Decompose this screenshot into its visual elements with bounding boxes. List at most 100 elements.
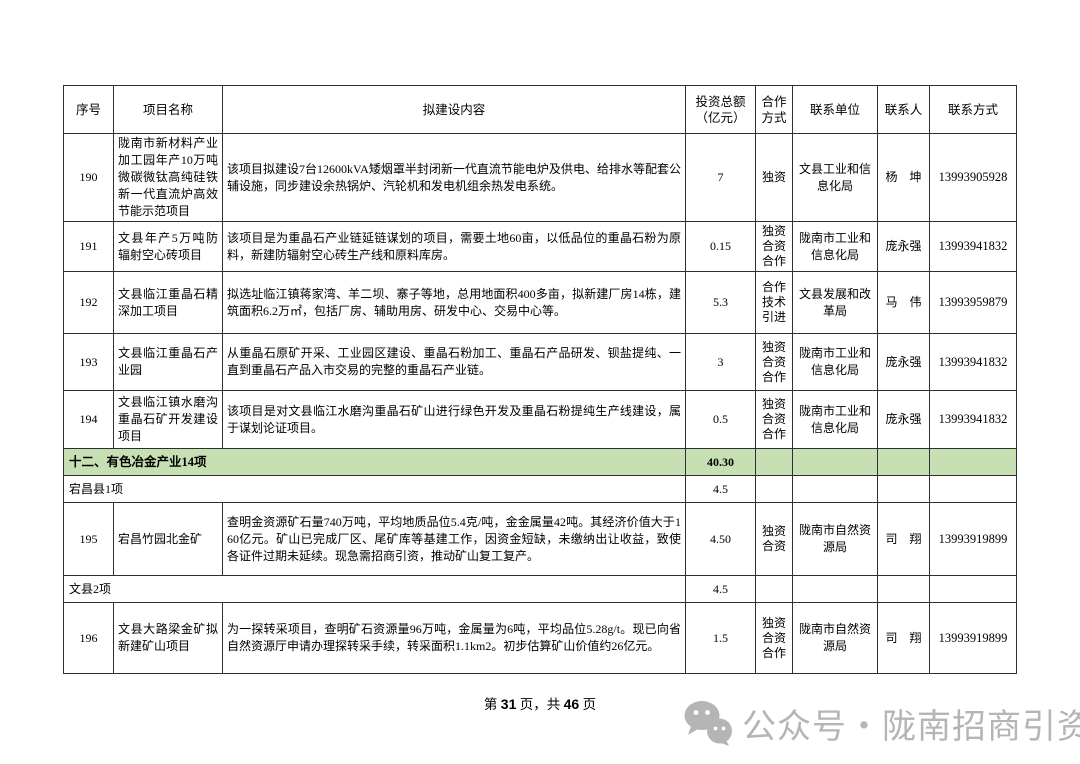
cell-investment: 1.5 [685, 602, 756, 674]
cell-investment: 5.3 [685, 271, 756, 334]
cell-investment: 4.5 [685, 575, 756, 603]
table-row-190: 190 陇南市新材料产业加工园年产10万吨微碳微钛高纯硅铁新一代直流炉高效节能示… [63, 133, 1017, 222]
header-project-name: 项目名称 [113, 85, 223, 134]
wechat-icon [683, 700, 733, 746]
header-investment: 投资总额 （亿元） [685, 85, 756, 134]
cell-investment: 7 [685, 133, 756, 222]
cell-investment: 40.30 [685, 448, 756, 476]
table-row-196: 196 文县大路梁金矿拟新建矿山项目 为一探转采项目，查明矿石资源量96万吨，金… [63, 602, 1017, 674]
cell-contact-person: 庞永强 [877, 390, 930, 449]
wechat-brand-badge: 公众号・陇南招商引资 [683, 698, 1080, 748]
cell-content: 查明金资源矿石量740万吨，平均地质品位5.4克/吨，金金属量42吨。其经济价值… [222, 502, 686, 576]
cell-investment: 3 [685, 333, 756, 391]
table-row-193: 193 文县临江重晶石产业园 从重晶石原矿开采、工业园区建设、重晶石粉加工、重晶… [63, 333, 1017, 391]
cell-cooperation: 独资 [755, 133, 793, 222]
cell-contact-unit: 文县发展和改革局 [792, 271, 878, 334]
cell-empty [929, 475, 1017, 503]
cell-project-name: 宕昌竹园北金矿 [113, 502, 223, 576]
cell-contact-unit: 陇南市自然资源局 [792, 502, 878, 576]
cell-cooperation: 独资 合资 [755, 502, 793, 576]
cell-empty [755, 448, 793, 476]
cell-project-name: 文县临江镇水磨沟重晶石矿开发建设项目 [113, 390, 223, 449]
cell-empty [929, 575, 1017, 603]
cell-contact-person: 司 翔 [877, 602, 930, 674]
cell-cooperation: 合作 技术 引进 [755, 271, 793, 334]
page-suffix: 页 [582, 697, 597, 712]
header-content: 拟建设内容 [222, 85, 686, 134]
cell-investment: 4.5 [685, 475, 756, 503]
cell-contact-unit: 文县工业和信息化局 [792, 133, 878, 222]
cell-cooperation: 独资 合资 合作 [755, 602, 793, 674]
cell-empty [877, 475, 930, 503]
table-row-192: 192 文县临江重晶石精深加工项目 拟选址临江镇蒋家湾、羊二坝、寨子等地，总用地… [63, 271, 1017, 334]
section-row-nonferrous: 十二、有色冶金产业14项 40.30 [63, 448, 1017, 476]
cell-serial: 191 [63, 221, 114, 272]
cell-phone: 13993941832 [929, 333, 1017, 391]
subsection-label: 宕昌县1项 [63, 475, 686, 503]
cell-phone: 13993941832 [929, 221, 1017, 272]
cell-phone: 13993905928 [929, 133, 1017, 222]
cell-contact-unit: 陇南市工业和信息化局 [792, 333, 878, 391]
cell-contact-unit: 陇南市工业和信息化局 [792, 390, 878, 449]
cell-phone: 13993919899 [929, 602, 1017, 674]
cell-investment: 0.5 [685, 390, 756, 449]
table-header-row: 序号 项目名称 拟建设内容 投资总额 （亿元） 合作 方式 联系单位 联系人 联… [63, 85, 1017, 134]
cell-empty [792, 448, 878, 476]
cell-phone: 13993941832 [929, 390, 1017, 449]
cell-contact-unit: 陇南市工业和信息化局 [792, 221, 878, 272]
cell-empty [755, 475, 793, 503]
cell-content: 该项目是为重晶石产业链延链谋划的项目，需要土地60亩，以低品位的重晶石粉为原料，… [222, 221, 686, 272]
page-prefix: 第 [483, 697, 498, 712]
cell-cooperation: 独资 合资 合作 [755, 333, 793, 391]
header-contact-unit: 联系单位 [792, 85, 878, 134]
section-label: 十二、有色冶金产业14项 [63, 448, 686, 476]
cell-content: 拟选址临江镇蒋家湾、羊二坝、寨子等地，总用地面积400多亩，拟新建厂房14栋，建… [222, 271, 686, 334]
cell-serial: 195 [63, 502, 114, 576]
page-number: 第 31 页，共 46 页 [0, 693, 1080, 713]
cell-contact-unit: 陇南市自然资源局 [792, 602, 878, 674]
cell-empty [877, 575, 930, 603]
cell-serial: 193 [63, 333, 114, 391]
cell-serial: 190 [63, 133, 114, 222]
cell-project-name: 陇南市新材料产业加工园年产10万吨微碳微钛高纯硅铁新一代直流炉高效节能示范项目 [113, 133, 223, 222]
cell-contact-person: 庞永强 [877, 333, 930, 391]
cell-contact-person: 庞永强 [877, 221, 930, 272]
header-cooperation: 合作 方式 [755, 85, 793, 134]
cell-serial: 194 [63, 390, 114, 449]
header-contact-person: 联系人 [877, 85, 930, 134]
page-total: 46 [563, 696, 580, 712]
subsection-label: 文县2项 [63, 575, 686, 603]
subsection-row-dangchang: 宕昌县1项 4.5 [63, 475, 1017, 503]
page-current: 31 [500, 696, 517, 712]
cell-empty [929, 448, 1017, 476]
header-phone: 联系方式 [929, 85, 1017, 134]
cell-content: 该项目是对文县临江水磨沟重晶石矿山进行绿色开发及重晶石粉提纯生产线建设，属于谋划… [222, 390, 686, 449]
projects-table: 序号 项目名称 拟建设内容 投资总额 （亿元） 合作 方式 联系单位 联系人 联… [63, 85, 1017, 674]
cell-project-name: 文县临江重晶石精深加工项目 [113, 271, 223, 334]
cell-empty [792, 575, 878, 603]
brand-text: 公众号・陇南招商引资 [742, 707, 1080, 746]
cell-content: 该项目拟建设7台12600kVA矮烟罩半封闭新一代直流节能电炉及供电、给排水等配… [222, 133, 686, 222]
cell-serial: 196 [63, 602, 114, 674]
cell-phone: 13993919899 [929, 502, 1017, 576]
cell-project-name: 文县年产5万吨防辐射空心砖项目 [113, 221, 223, 272]
cell-project-name: 文县临江重晶石产业园 [113, 333, 223, 391]
table-row-194: 194 文县临江镇水磨沟重晶石矿开发建设项目 该项目是对文县临江水磨沟重晶石矿山… [63, 390, 1017, 449]
page-mid: 页，共 [519, 697, 561, 712]
cell-investment: 4.50 [685, 502, 756, 576]
table-row-191: 191 文县年产5万吨防辐射空心砖项目 该项目是为重晶石产业链延链谋划的项目，需… [63, 221, 1017, 272]
cell-investment: 0.15 [685, 221, 756, 272]
cell-phone: 13993959879 [929, 271, 1017, 334]
cell-empty [755, 575, 793, 603]
cell-empty [792, 475, 878, 503]
cell-cooperation: 独资 合资 合作 [755, 221, 793, 272]
subsection-row-wenxian: 文县2项 4.5 [63, 575, 1017, 603]
cell-empty [877, 448, 930, 476]
cell-cooperation: 独资 合资 合作 [755, 390, 793, 449]
cell-contact-person: 司 翔 [877, 502, 930, 576]
cell-project-name: 文县大路梁金矿拟新建矿山项目 [113, 602, 223, 674]
cell-content: 为一探转采项目，查明矿石资源量96万吨，金属量为6吨，平均品位5.28g/t。现… [222, 602, 686, 674]
cell-contact-person: 杨 坤 [877, 133, 930, 222]
cell-contact-person: 马 伟 [877, 271, 930, 334]
cell-content: 从重晶石原矿开采、工业园区建设、重晶石粉加工、重晶石产品研发、钡盐提纯、一直到重… [222, 333, 686, 391]
